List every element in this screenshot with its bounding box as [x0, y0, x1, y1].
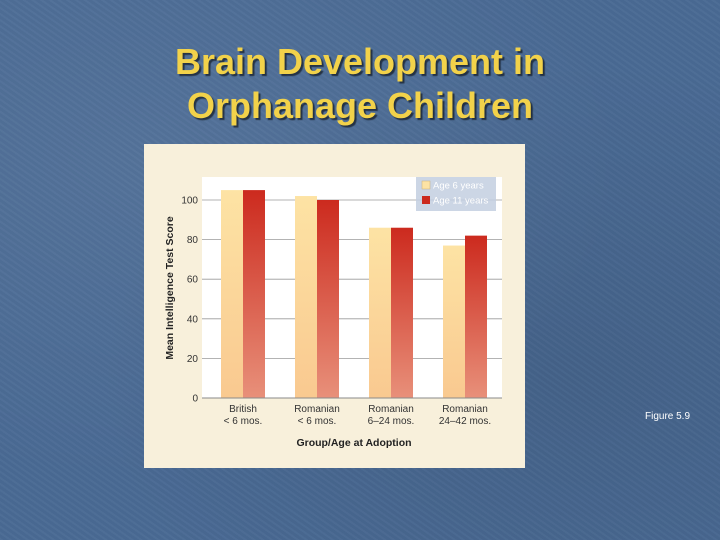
bar-age-11 [391, 227, 413, 398]
figure-panel: 0 20 40 60 80 100 British < 6 mos. Romanian < 6 … [144, 144, 525, 468]
figure-caption: Figure 5.9 [645, 411, 691, 422]
legend-swatch-age-6 [421, 180, 431, 190]
y-tick-label: 20 [187, 354, 199, 365]
legend-label-age-11: Age 11 years [433, 196, 489, 207]
bar-age-6 [295, 196, 317, 398]
x-tick-label: 6–24 mos. [368, 416, 415, 427]
x-tick-label: < 6 mos. [298, 416, 337, 427]
y-tick-label: 0 [192, 394, 198, 405]
x-tick-label: Romanian [368, 404, 414, 415]
bar-age-11 [317, 200, 339, 398]
y-tick-label: 80 [187, 235, 199, 246]
y-tick-label: 60 [187, 275, 199, 286]
bar-age-11 [243, 190, 265, 398]
legend: Age 6 years Age 11 years [416, 177, 496, 211]
x-tick-label: 24–42 mos. [439, 416, 491, 427]
x-tick-label: < 6 mos. [224, 416, 263, 427]
slide-title-line-2: Orphanage Children [186, 85, 534, 126]
x-tick-label: British [229, 404, 257, 415]
legend-label-age-6: Age 6 years [433, 181, 484, 192]
bar-age-6 [443, 245, 465, 398]
y-axis-label: Mean Intelligence Test Score [164, 216, 176, 360]
y-tick-label: 100 [181, 196, 198, 207]
x-tick-label: Romanian [294, 404, 340, 415]
y-tick-label: 40 [187, 314, 199, 325]
legend-swatch-age-11 [422, 196, 430, 204]
x-axis-label: Group/Age at Adoption [296, 437, 411, 449]
chart-title: Average Score [322, 185, 399, 197]
bar-age-6 [221, 190, 243, 398]
bar-age-6 [369, 227, 391, 398]
bar-age-11 [465, 235, 487, 398]
slide-title-line-1: Brain Development in [174, 41, 546, 82]
x-tick-label: Romanian [442, 404, 488, 415]
slide-title: Brain Development in Orphanage Children [0, 40, 720, 128]
